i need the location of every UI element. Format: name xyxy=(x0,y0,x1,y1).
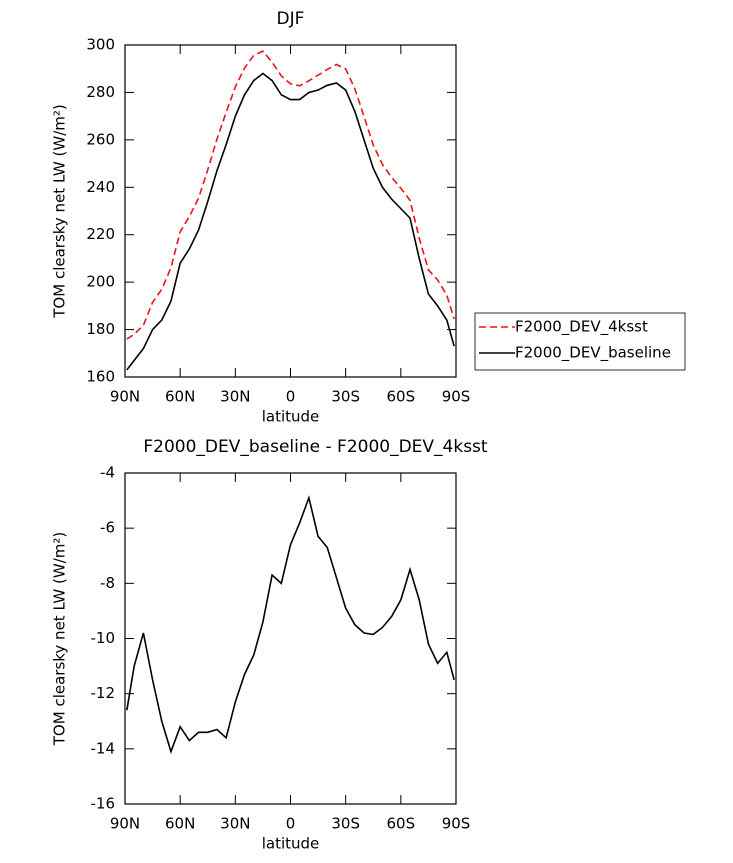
x-axis-label: latitude xyxy=(262,835,320,853)
y-tick-label: -16 xyxy=(91,795,116,813)
x-tick-label: 90N xyxy=(110,388,140,406)
legend-label: F2000_DEV_baseline xyxy=(515,344,671,363)
y-axis-label: TOM clearsky net LW (W/m²) xyxy=(51,532,69,746)
x-tick-label: 30N xyxy=(220,815,250,833)
x-tick-label: 90N xyxy=(110,815,140,833)
y-tick-label: 200 xyxy=(86,273,115,291)
y-tick-label: -10 xyxy=(91,629,116,647)
y-tick-label: 220 xyxy=(86,225,115,243)
x-tick-label: 90S xyxy=(442,388,471,406)
x-tick-label: 0 xyxy=(286,815,296,833)
y-tick-label: 160 xyxy=(86,368,115,386)
y-tick-label: 240 xyxy=(86,178,115,196)
series-line xyxy=(126,495,455,755)
y-tick-label: -6 xyxy=(100,519,115,537)
x-tick-label: 30S xyxy=(331,815,360,833)
chart-title: DJF xyxy=(277,9,305,29)
x-tick-label: 60N xyxy=(165,815,195,833)
x-tick-label: 60S xyxy=(387,815,416,833)
y-tick-label: 180 xyxy=(86,320,115,338)
x-tick-label: 0 xyxy=(286,388,296,406)
y-tick-label: -4 xyxy=(100,464,115,482)
legend-box xyxy=(474,312,686,371)
x-tick-label: 90S xyxy=(442,815,471,833)
plot-frame xyxy=(124,44,457,378)
x-tick-label: 60N xyxy=(165,388,195,406)
x-tick-label: 60S xyxy=(387,388,416,406)
x-tick-label: 30N xyxy=(220,388,250,406)
legend-label: F2000_DEV_4ksst xyxy=(515,318,648,337)
series-line xyxy=(126,72,455,371)
y-tick-label: 280 xyxy=(86,83,115,101)
y-tick-label: -14 xyxy=(91,739,116,757)
plot-frame xyxy=(124,472,457,805)
chart-title: F2000_DEV_baseline - F2000_DEV_4ksst xyxy=(143,437,488,457)
y-tick-label: -12 xyxy=(91,684,116,702)
x-tick-label: 30S xyxy=(331,388,360,406)
series-line xyxy=(126,50,455,340)
y-tick-label: 260 xyxy=(86,130,115,148)
y-axis-label: TOM clearsky net LW (W/m²) xyxy=(51,104,69,318)
y-tick-label: -8 xyxy=(100,574,115,592)
x-axis-label: latitude xyxy=(262,408,320,426)
y-tick-label: 300 xyxy=(86,36,115,54)
